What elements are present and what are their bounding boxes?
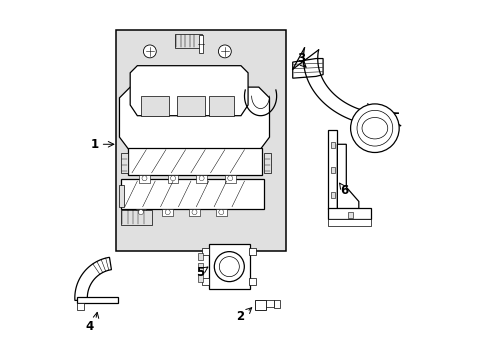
- Bar: [175, 34, 201, 48]
- Circle shape: [143, 45, 156, 58]
- Bar: [119, 185, 124, 207]
- Bar: [347, 212, 353, 217]
- Bar: [330, 192, 335, 198]
- Bar: [139, 175, 149, 183]
- Bar: [208, 96, 233, 116]
- Bar: [330, 142, 335, 148]
- Bar: [248, 248, 256, 255]
- Circle shape: [165, 210, 170, 215]
- Bar: [328, 219, 370, 226]
- Bar: [202, 248, 209, 255]
- Text: 4: 4: [85, 320, 93, 333]
- Bar: [116, 30, 285, 251]
- Circle shape: [142, 176, 147, 181]
- Bar: [198, 252, 203, 260]
- Bar: [128, 148, 262, 175]
- Text: 1: 1: [90, 138, 98, 151]
- Bar: [328, 130, 337, 208]
- Circle shape: [227, 176, 232, 181]
- Text: 3: 3: [297, 52, 305, 65]
- Bar: [330, 167, 335, 173]
- Polygon shape: [292, 59, 323, 78]
- Circle shape: [350, 104, 398, 153]
- Polygon shape: [337, 144, 358, 208]
- Bar: [77, 297, 118, 303]
- Circle shape: [214, 252, 244, 282]
- Bar: [198, 263, 203, 271]
- Bar: [198, 35, 203, 53]
- Bar: [189, 208, 200, 216]
- Bar: [264, 153, 270, 173]
- Bar: [121, 179, 264, 208]
- Bar: [254, 300, 265, 310]
- Circle shape: [199, 176, 203, 181]
- Polygon shape: [130, 66, 247, 116]
- Bar: [208, 244, 249, 289]
- Circle shape: [356, 111, 392, 146]
- Text: 5: 5: [195, 266, 203, 279]
- Bar: [162, 208, 173, 216]
- Circle shape: [138, 210, 143, 215]
- Ellipse shape: [361, 117, 387, 139]
- Bar: [198, 274, 203, 282]
- Bar: [265, 300, 273, 307]
- Bar: [248, 278, 256, 285]
- Bar: [121, 210, 151, 225]
- Circle shape: [170, 176, 175, 181]
- Circle shape: [219, 257, 239, 276]
- Text: 2: 2: [235, 310, 244, 323]
- Bar: [196, 175, 206, 183]
- Circle shape: [218, 210, 224, 215]
- Bar: [216, 208, 226, 216]
- Circle shape: [192, 210, 197, 215]
- Polygon shape: [119, 87, 269, 152]
- Bar: [202, 278, 209, 285]
- Bar: [273, 300, 280, 308]
- Bar: [121, 153, 127, 173]
- Bar: [224, 175, 235, 183]
- Bar: [141, 96, 169, 116]
- Bar: [176, 96, 205, 116]
- Bar: [167, 175, 178, 183]
- Bar: [77, 303, 84, 310]
- Text: 6: 6: [340, 184, 348, 197]
- Circle shape: [218, 45, 231, 58]
- Bar: [135, 208, 146, 216]
- Polygon shape: [75, 257, 111, 301]
- Bar: [328, 208, 370, 219]
